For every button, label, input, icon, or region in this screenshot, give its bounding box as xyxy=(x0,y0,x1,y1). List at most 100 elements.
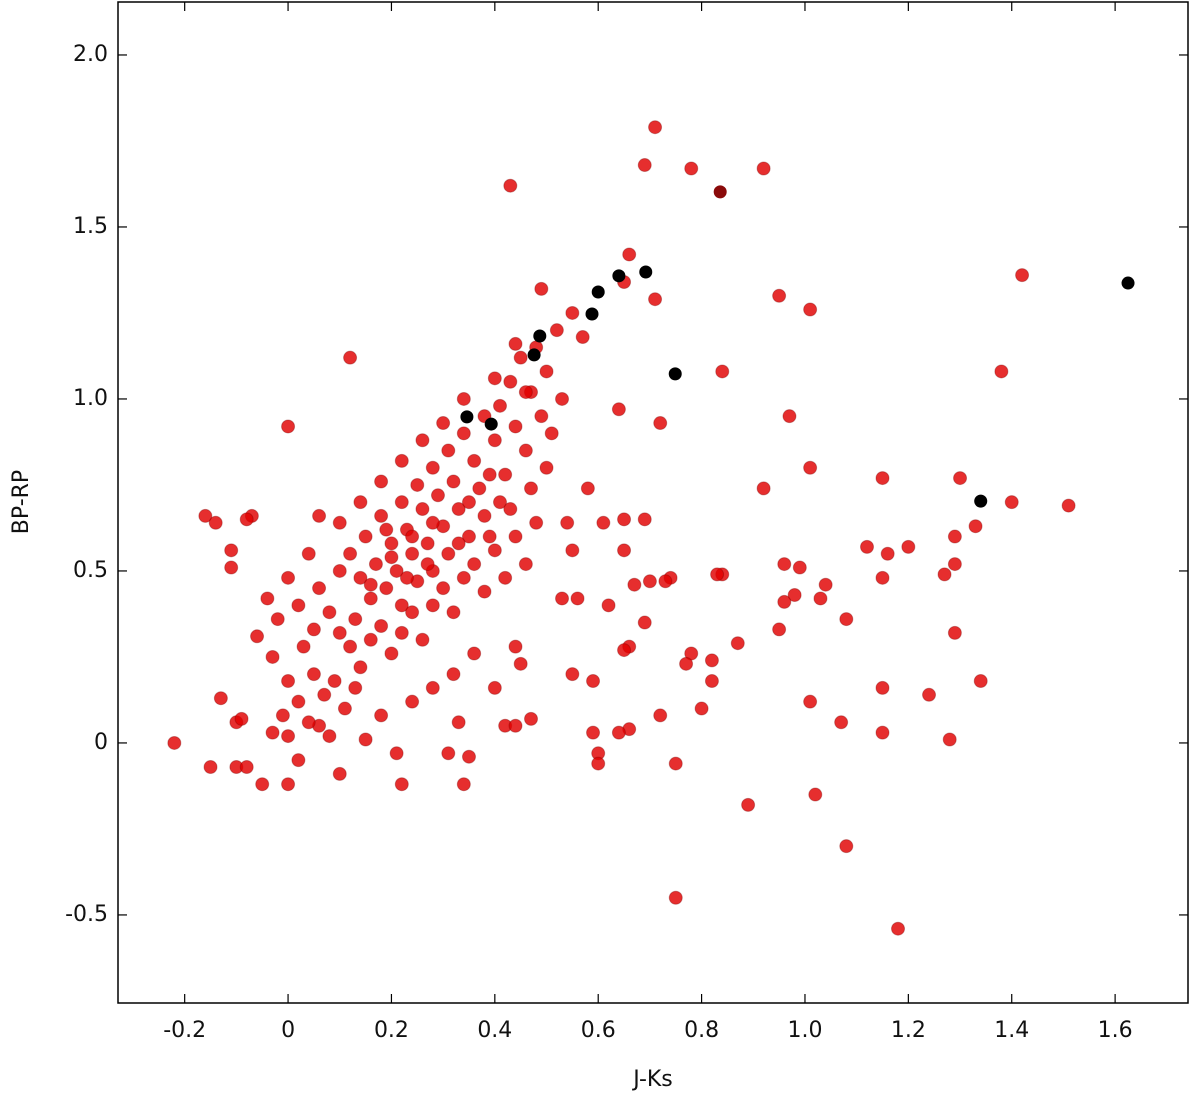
point xyxy=(648,120,663,135)
point xyxy=(813,591,828,606)
point xyxy=(312,508,327,523)
point xyxy=(389,746,404,761)
point xyxy=(239,512,254,527)
point xyxy=(539,460,554,475)
point xyxy=(405,694,420,709)
point xyxy=(492,495,507,510)
point xyxy=(555,591,570,606)
point xyxy=(384,646,399,661)
point xyxy=(425,515,440,530)
point xyxy=(425,460,440,475)
point xyxy=(384,550,399,565)
point xyxy=(296,639,311,654)
point xyxy=(704,674,719,689)
point xyxy=(461,529,476,544)
point xyxy=(312,581,327,596)
point xyxy=(617,543,632,558)
point xyxy=(467,646,482,661)
point xyxy=(332,766,347,781)
point xyxy=(637,158,652,173)
point xyxy=(394,777,409,792)
point xyxy=(446,667,461,682)
point xyxy=(353,570,368,585)
point xyxy=(560,515,575,530)
point xyxy=(518,385,533,400)
point xyxy=(487,680,502,695)
point xyxy=(653,416,668,431)
point xyxy=(901,539,916,554)
point xyxy=(527,348,541,362)
point xyxy=(642,574,657,589)
point xyxy=(420,557,435,572)
point xyxy=(446,474,461,489)
x-tick-label: 1.4 xyxy=(994,1018,1029,1043)
point xyxy=(772,622,787,637)
point xyxy=(834,715,849,730)
point xyxy=(612,269,626,283)
point xyxy=(224,560,239,575)
point xyxy=(332,625,347,640)
point xyxy=(255,777,270,792)
point xyxy=(508,419,523,434)
point xyxy=(394,495,409,510)
point xyxy=(565,305,580,320)
point xyxy=(436,581,451,596)
point xyxy=(503,502,518,517)
point xyxy=(415,502,430,517)
point xyxy=(513,656,528,671)
point xyxy=(265,649,280,664)
point xyxy=(508,639,523,654)
point xyxy=(487,543,502,558)
point xyxy=(374,508,389,523)
point xyxy=(348,680,363,695)
point xyxy=(301,715,316,730)
point xyxy=(451,536,466,551)
point xyxy=(487,371,502,386)
point xyxy=(405,605,420,620)
x-axis-label: J-Ks xyxy=(631,1067,673,1092)
point xyxy=(627,577,642,592)
point xyxy=(524,481,539,496)
y-tick-label: 0.5 xyxy=(73,558,108,583)
point xyxy=(239,760,254,775)
point xyxy=(715,364,730,379)
point xyxy=(250,629,265,644)
point xyxy=(756,481,771,496)
y-axis-label: BP-RP xyxy=(9,470,34,534)
point xyxy=(327,674,342,689)
point xyxy=(260,591,275,606)
point xyxy=(467,557,482,572)
point xyxy=(348,612,363,627)
point xyxy=(405,529,420,544)
point xyxy=(668,756,683,771)
point xyxy=(639,265,653,279)
x-tick-label: 1.2 xyxy=(891,1018,926,1043)
point xyxy=(756,161,771,176)
point xyxy=(482,467,497,482)
point xyxy=(617,512,632,527)
point xyxy=(394,453,409,468)
point xyxy=(585,307,599,321)
point xyxy=(818,577,833,592)
point xyxy=(374,474,389,489)
point xyxy=(456,391,471,406)
point xyxy=(503,178,518,193)
point xyxy=(234,711,249,726)
point xyxy=(477,508,492,523)
point xyxy=(460,410,474,424)
point xyxy=(937,567,952,582)
x-tick-label: 1.6 xyxy=(1098,1018,1133,1043)
point xyxy=(704,653,719,668)
point xyxy=(484,417,498,431)
point xyxy=(456,426,471,441)
point xyxy=(332,515,347,530)
y-tick-label: 1.5 xyxy=(73,214,108,239)
point xyxy=(301,546,316,561)
point xyxy=(875,680,890,695)
point xyxy=(586,674,601,689)
y-tick-label: -0.5 xyxy=(65,902,108,927)
x-tick-label: 0.8 xyxy=(684,1018,719,1043)
point xyxy=(880,546,895,561)
point xyxy=(281,570,296,585)
point xyxy=(487,433,502,448)
